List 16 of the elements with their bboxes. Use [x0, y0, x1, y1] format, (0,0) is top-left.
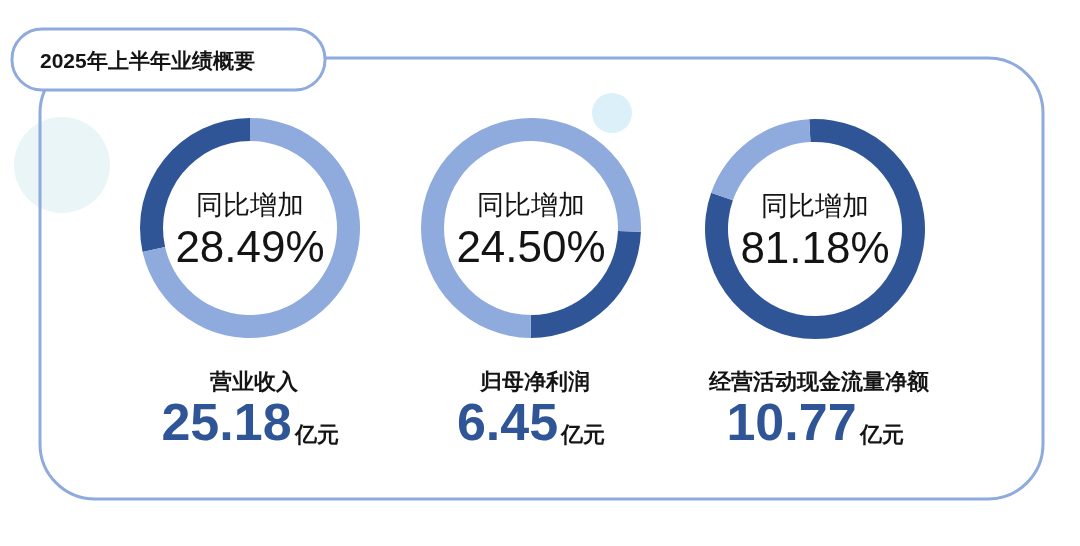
- text: 10.77: [726, 393, 857, 451]
- text: 亿元: [560, 422, 606, 447]
- text: 24.50%: [456, 222, 606, 271]
- text: 营业收入: [209, 369, 299, 394]
- text: 81.18%: [740, 223, 890, 272]
- text: 25.18: [161, 393, 292, 451]
- text: 28.49%: [175, 222, 325, 271]
- text: 经营活动现金流量净额: [708, 369, 930, 394]
- text: 6.45: [456, 393, 559, 451]
- text: 亿元: [293, 422, 339, 447]
- text: 同比增加: [761, 191, 869, 221]
- text: 同比增加: [196, 190, 304, 220]
- text: 同比增加: [477, 190, 585, 220]
- text: 归母净利润: [479, 369, 590, 394]
- text: 亿元: [858, 422, 904, 447]
- text: 2025年上半年业绩概要: [40, 49, 255, 72]
